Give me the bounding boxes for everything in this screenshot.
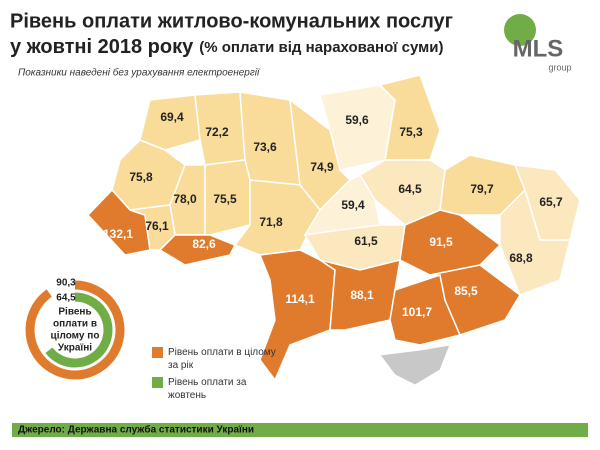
region-value: 65,7 xyxy=(539,195,563,209)
title-year: у жовтні 2018 року xyxy=(10,36,194,58)
logo-sub: group xyxy=(548,62,571,72)
donut-ring xyxy=(45,292,113,368)
donut-center-text: Україні xyxy=(58,343,92,354)
footer-bar xyxy=(12,423,588,437)
region-value: 101,7 xyxy=(402,305,432,319)
legend-swatch xyxy=(152,377,163,388)
legend-label: Рівень оплати в цілому за рік xyxy=(168,347,276,371)
region-value: 75,3 xyxy=(399,125,423,139)
donut-center-text: оплати в xyxy=(53,319,97,330)
region-value: 59,6 xyxy=(345,113,369,127)
title: Рівень оплати житлово-комунальних послуг xyxy=(10,10,453,32)
region-value: 64,5 xyxy=(398,182,422,196)
donut-value-label: 64,5 xyxy=(56,293,76,304)
logo-mark xyxy=(504,14,536,46)
region-value: 72,2 xyxy=(205,125,229,139)
footer-source: Джерело: Державна служба статистики Укра… xyxy=(18,424,254,436)
region-value: 114,1 xyxy=(285,292,315,306)
logo-name: MLS xyxy=(513,35,564,62)
legend-swatch xyxy=(152,347,163,358)
donut-ring xyxy=(25,280,125,380)
region-value: 75,5 xyxy=(213,192,237,206)
region-value: 132,1 xyxy=(103,227,133,241)
region-value: 75,8 xyxy=(129,170,153,184)
title-unit: (% оплати від нарахованої суми) xyxy=(199,39,443,56)
region xyxy=(499,188,571,296)
donut-value-label: 90,3 xyxy=(56,278,76,289)
crimea xyxy=(379,344,451,386)
region-value: 76,1 xyxy=(145,219,169,233)
donut-center-text: Рівень xyxy=(58,307,91,318)
note: Показники наведені без урахування електр… xyxy=(18,67,261,79)
region-value: 78,0 xyxy=(173,192,197,206)
region-value: 85,5 xyxy=(454,284,478,298)
region xyxy=(399,209,502,276)
region xyxy=(139,94,201,151)
region-value: 74,9 xyxy=(310,160,334,174)
region-value: 69,4 xyxy=(160,110,184,124)
region-value: 73,6 xyxy=(253,140,277,154)
donut: 90,3 Рівень оплати в цілому за рік 64,5 Ріве… xyxy=(25,278,276,401)
map: 69,4 72,2 73,6 59,6 75,3 75,8 78,0 75,5 74,9 64,5… xyxy=(86,74,581,382)
region-value: 71,8 xyxy=(259,215,283,229)
region-value: 59,4 xyxy=(341,198,365,212)
region-value: 79,7 xyxy=(470,182,494,196)
donut-center-text: цілому по xyxy=(51,331,100,342)
region-value: 82,6 xyxy=(192,237,216,251)
region xyxy=(258,249,336,382)
region-value: 68,8 xyxy=(509,251,533,265)
region-value: 61,5 xyxy=(354,234,378,248)
region xyxy=(429,264,521,336)
region-value: 88,1 xyxy=(350,288,374,302)
logo: MLS group xyxy=(504,14,572,72)
legend-label: Рівень оплати за жовтень xyxy=(168,377,247,401)
title: у жовтні 2018 року (% оплати від нарахова… xyxy=(10,36,443,58)
region-value: 91,5 xyxy=(429,235,453,249)
